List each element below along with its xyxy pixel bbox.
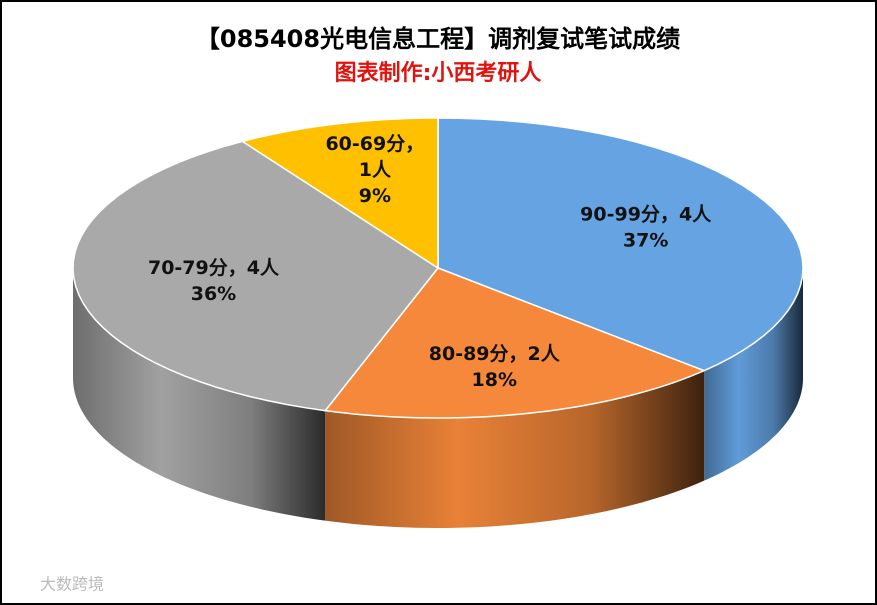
count-label: 1人 xyxy=(359,159,392,181)
slice xyxy=(72,140,440,412)
watermark: 大数跨境 xyxy=(40,575,104,594)
pie-tops xyxy=(72,117,804,419)
data-label: 60-69分， 1人 9% xyxy=(325,133,424,207)
slice xyxy=(437,117,804,372)
count-label: 4人 xyxy=(247,256,280,278)
slice xyxy=(323,267,707,419)
slice xyxy=(240,117,439,270)
label-separator: ， xyxy=(228,256,247,278)
chart-subtitle: 图表制作:小西考研人 xyxy=(335,61,542,86)
value-label: 37% xyxy=(623,229,668,251)
pie-sides xyxy=(73,268,803,528)
data-labels: 90-99分，4人 37%80-89分，2人 18%70-79分，4人 36%60-6… xyxy=(148,133,712,391)
value-label: 36% xyxy=(191,282,236,304)
value-label: 18% xyxy=(472,368,517,390)
slice-side-shade xyxy=(325,370,705,528)
count-label: 4人 xyxy=(679,203,712,225)
data-label: 70-79分，4人 36% xyxy=(148,256,280,304)
value-label: 9% xyxy=(359,185,391,207)
label-separator: ， xyxy=(660,203,679,225)
count-label: 2人 xyxy=(528,342,561,364)
category-label: 90-99分 xyxy=(580,203,660,225)
label-separator: ， xyxy=(405,133,424,155)
category-label: 70-79分 xyxy=(148,256,228,278)
slice-side-shade xyxy=(704,268,803,481)
chart-title: 【085408光电信息工程】调剂复试笔试成绩 xyxy=(196,25,680,53)
category-label: 80-89分 xyxy=(429,342,509,364)
label-separator: ， xyxy=(509,342,528,364)
data-label: 90-99分，4人 37% xyxy=(580,203,712,251)
category-label: 60-69分 xyxy=(325,133,405,155)
slice-side-shade xyxy=(73,268,326,521)
data-label: 80-89分，2人 18% xyxy=(429,342,561,390)
